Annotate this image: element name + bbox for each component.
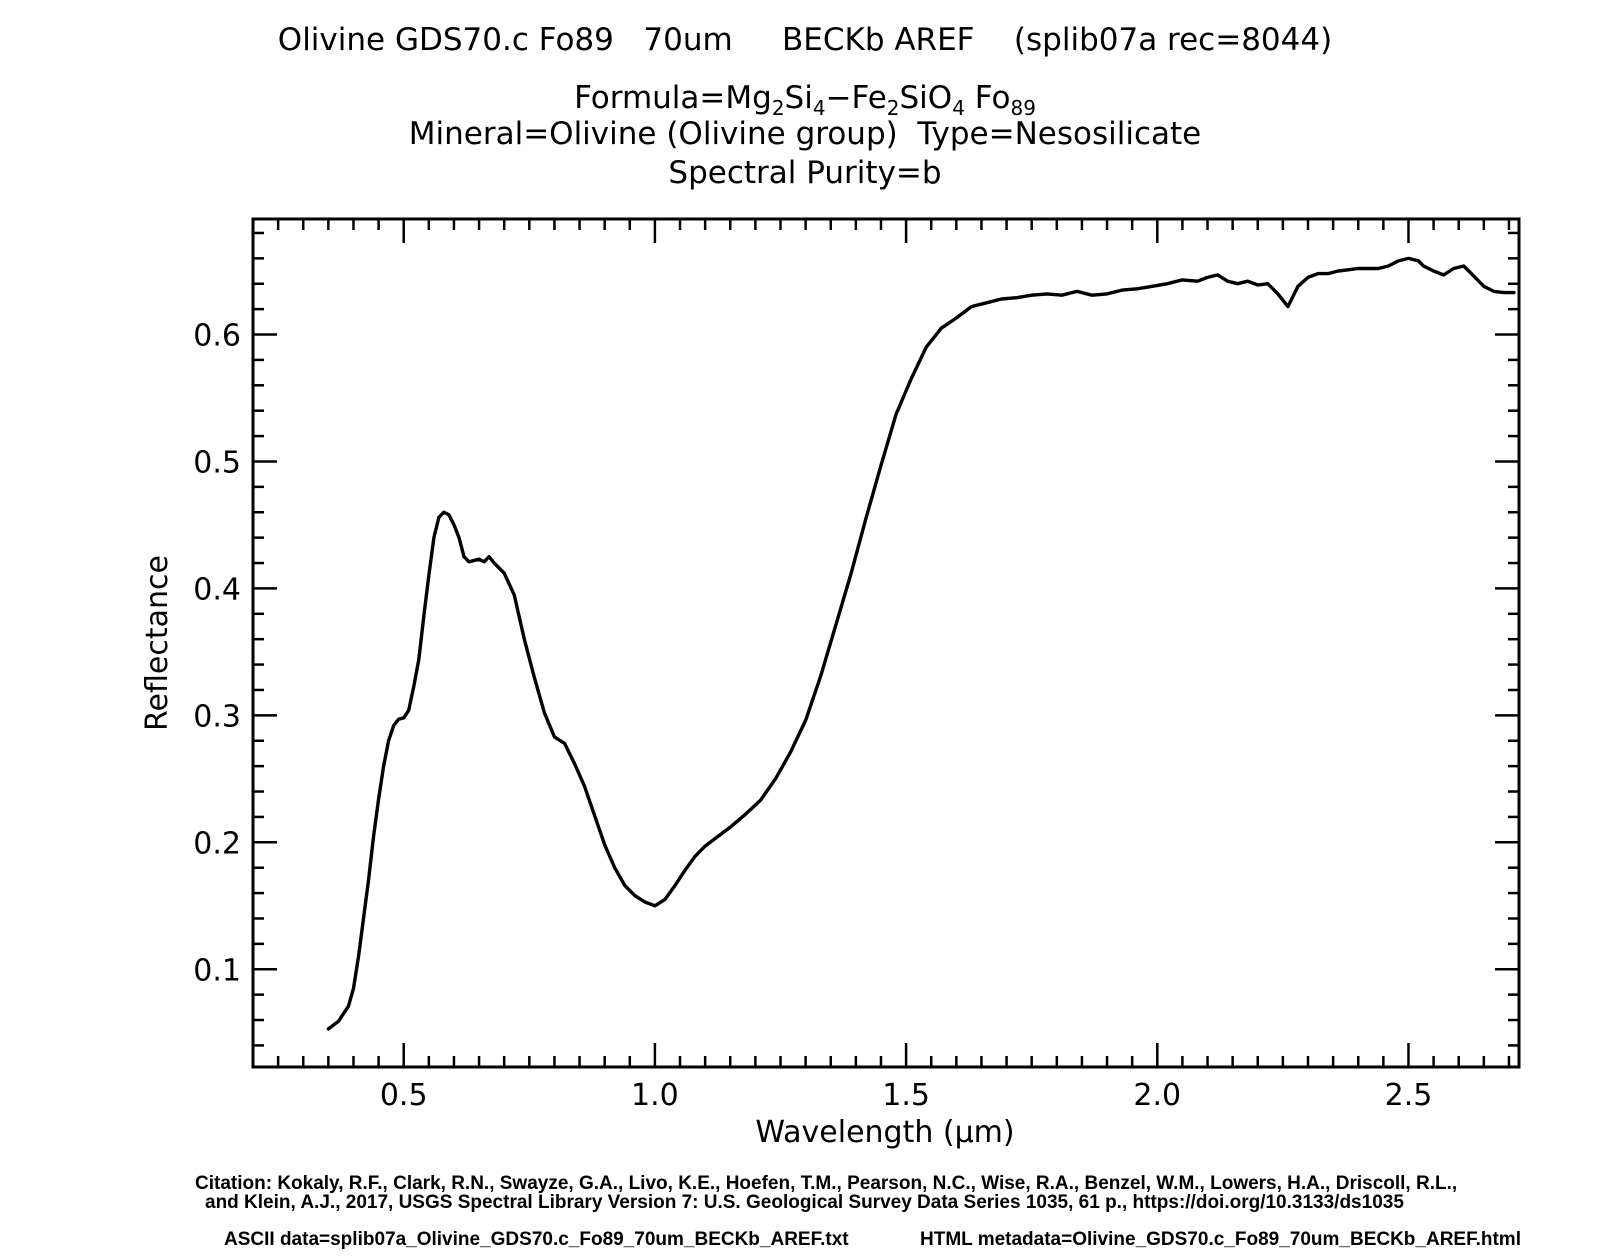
tick-labels: 0.5 1.0 1.5 2.0 2.5 0.1 0.2 0.3 0.4 0.5 0.6 [193, 319, 1432, 1113]
axis-ticks [253, 219, 1519, 1067]
html-metadata-filename: HTML metadata=Olivine_GDS70.c_Fo89_70um_… [920, 1229, 1521, 1250]
x-tick-label: 0.5 [380, 1078, 428, 1113]
ascii-data-filename: ASCII data=splib07a_Olivine_GDS70.c_Fo89… [224, 1229, 849, 1250]
y-tick-label: 0.6 [193, 319, 241, 354]
citation-line-2: and Klein, A.J., 2017, USGS Spectral Lib… [205, 1192, 1404, 1213]
x-tick-label: 1.5 [882, 1078, 930, 1113]
x-axis-label: Wavelength (μm) [755, 1115, 1014, 1150]
y-tick-label: 0.3 [193, 699, 241, 734]
chart-title: Olivine GDS70.c Fo89 70um BECKb AREF (sp… [277, 22, 1333, 58]
x-tick-label: 1.0 [631, 1078, 679, 1113]
y-axis-label: Reflectance [140, 555, 175, 731]
reflectance-spectrum-line [326, 256, 1516, 1031]
y-tick-label: 0.1 [193, 953, 241, 988]
x-tick-label: 2.5 [1385, 1078, 1433, 1113]
spectral-purity-line: Spectral Purity=b [668, 155, 942, 191]
citation-line-1: Citation: Kokaly, R.F., Clark, R.N., Swa… [195, 1173, 1458, 1194]
formula-line: Formula=Mg2Si4−Fe2SiO4 Fo89 [574, 80, 1036, 120]
mineral-line: Mineral=Olivine (Olivine group) Type=Nes… [408, 116, 1202, 152]
y-tick-label: 0.2 [193, 826, 241, 861]
plot-frame [251, 217, 1521, 1069]
y-tick-label: 0.5 [193, 445, 241, 480]
x-tick-label: 2.0 [1133, 1078, 1181, 1113]
citation: Citation: Kokaly, R.F., Clark, R.N., Swa… [195, 1174, 1565, 1212]
y-tick-label: 0.4 [193, 572, 241, 607]
